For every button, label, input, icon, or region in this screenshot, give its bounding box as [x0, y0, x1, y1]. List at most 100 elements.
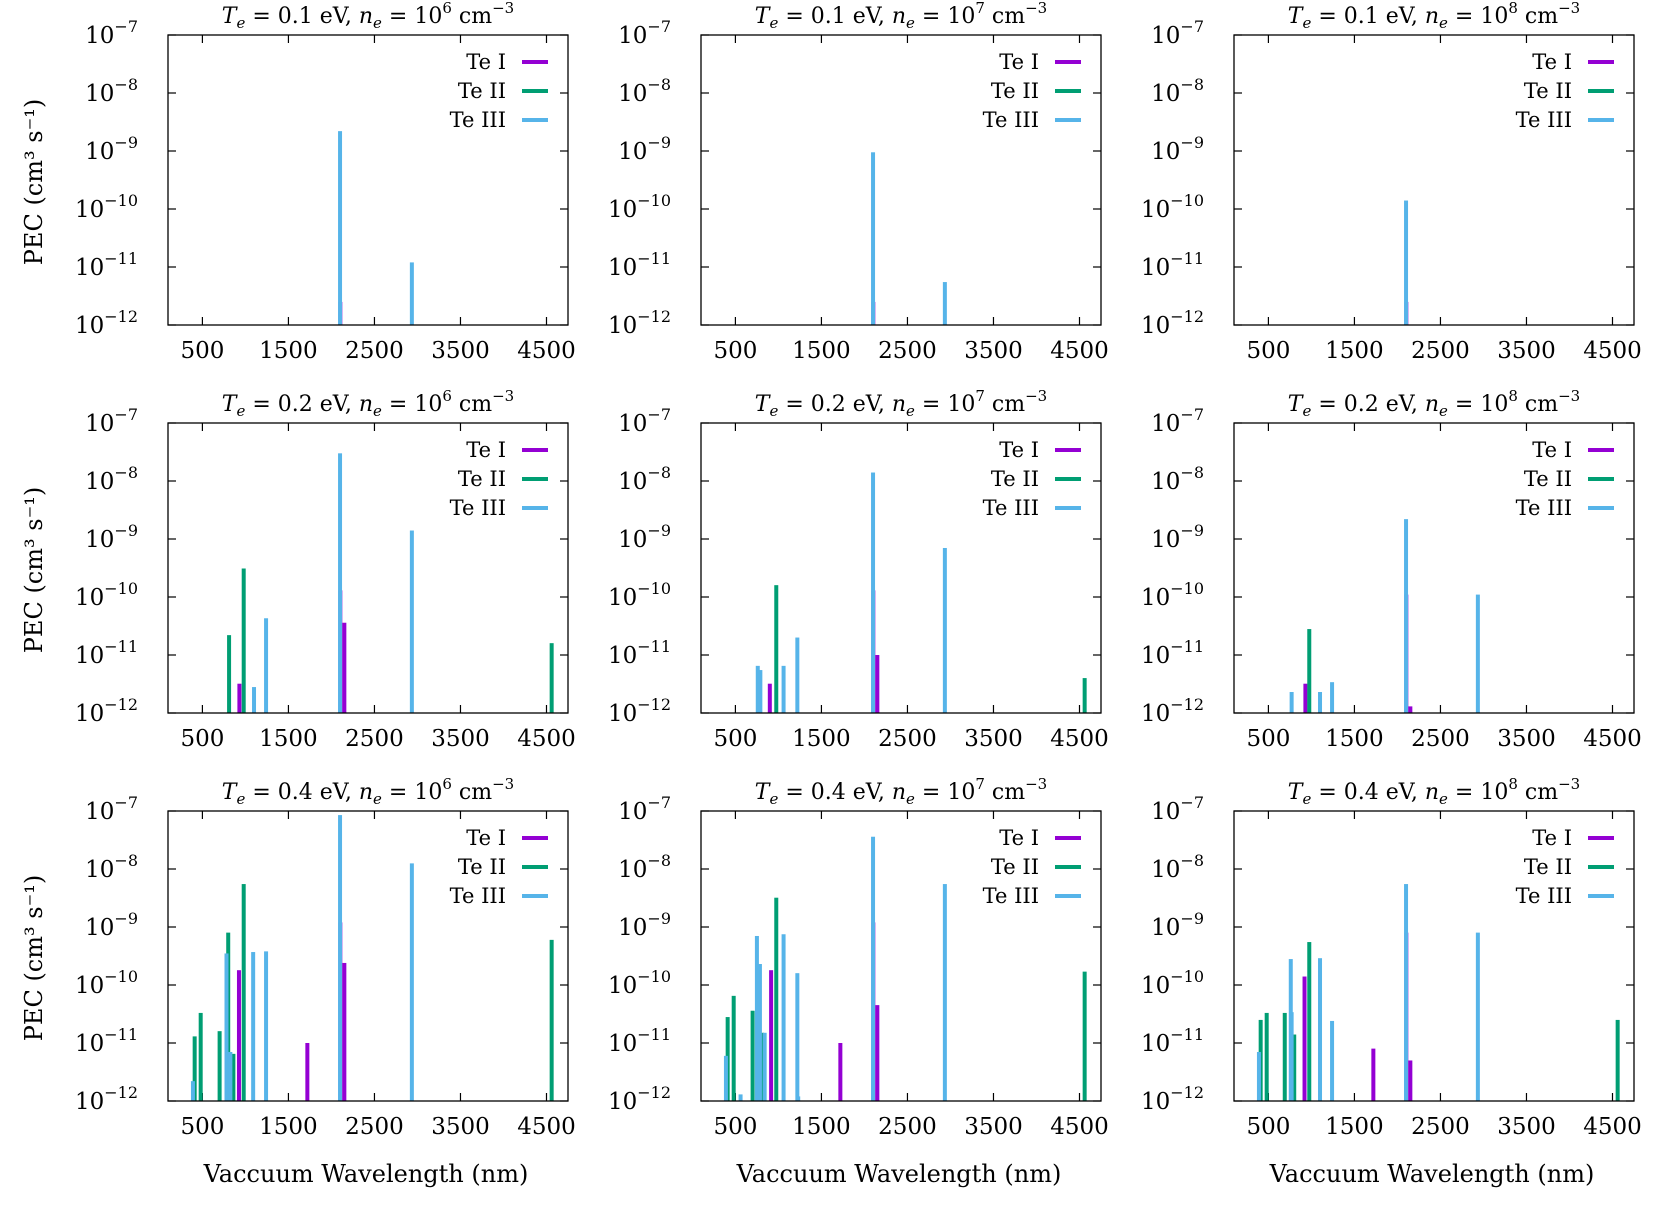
- y-axis-label-row-2: PEC (cm³ s⁻¹): [20, 487, 48, 653]
- panel-3-2-xtick-label: 500: [713, 1114, 757, 1140]
- panel-2-1-bar-te-i: [342, 622, 347, 713]
- panel-1-3-xtick-label: 3500: [1497, 338, 1556, 364]
- panel-2-3-bar-te-ii: [1307, 629, 1312, 713]
- panel-1-3-legend-label: Te I: [1532, 50, 1572, 74]
- panel-3-2-bar-te-i: [769, 970, 774, 1101]
- panel-2-3-ytick-label: 10−7: [1151, 405, 1204, 437]
- panel-1-2-legend-label: Te III: [983, 108, 1039, 132]
- panel-3-1-bar-te-iii: [264, 951, 269, 1101]
- panel-3-1-legend-label: Te III: [450, 884, 506, 908]
- panel-1-2-legend-label: Te I: [999, 50, 1039, 74]
- panel-2-2-frame: [700, 422, 1102, 714]
- panel-1-2-legend-label: Te II: [991, 79, 1039, 103]
- panel-1-2-ytick-label: 10−7: [618, 17, 671, 49]
- panel-2-3-ytick-label: 10−9: [1151, 521, 1204, 553]
- panel-3-1-ytick-label: 10−7: [85, 793, 138, 825]
- panel-2-3-ytick-label: 10−12: [1141, 695, 1204, 727]
- panel-3-2-bar-te-iii: [754, 935, 759, 1101]
- panel-1-2-xtick-label: 4500: [1050, 338, 1109, 364]
- panel-1-1-xtick-label: 3500: [431, 338, 490, 364]
- panel-3-1-xtick-label: 500: [180, 1114, 224, 1140]
- panel-2-1-xtick-label: 500: [180, 726, 224, 752]
- panel-3-1: Te = 0.4 eV, ne = 106 cm−3 10−7 10−8 10−9 10…: [75, 775, 576, 1140]
- panel-2-2-ytick-label: 10−12: [608, 695, 671, 727]
- panel-1-2-ytick-label: 10−10: [608, 191, 671, 223]
- panel-2-2-bar-te-iii: [758, 670, 763, 713]
- panel-1-3-xtick-label: 2500: [1411, 338, 1470, 364]
- panel-2-2-ytick-label: 10−8: [618, 463, 671, 495]
- panel-2-2-bar-te-iii: [755, 665, 760, 713]
- panel-2-1-bar-te-iii: [409, 530, 414, 713]
- panel-3-1-legend-label: Te I: [466, 826, 506, 850]
- panel-3-1-xtick-label: 4500: [517, 1114, 576, 1140]
- panel-3-2-xtick-label: 2500: [878, 1114, 937, 1140]
- panel-2-1-ytick-label: 10−11: [75, 637, 138, 669]
- panel-1-1-xtick-label: 1500: [259, 338, 318, 364]
- panel-1-1-xtick-label: 4500: [517, 338, 576, 364]
- panel-3-1-bar-te-iii: [228, 1051, 233, 1101]
- panel-3-2-bar-te-i: [838, 1043, 843, 1101]
- panel-3-2-bar-te-iii: [795, 973, 800, 1101]
- panel-1-3-ytick-label: 10−12: [1141, 307, 1204, 339]
- panel-3-3-bar-te-ii: [1615, 1019, 1620, 1101]
- panel-3-3-ytick-label: 10−10: [1141, 967, 1204, 999]
- panel-1-1-legend-label: Te I: [466, 50, 506, 74]
- panel-3-2-legend-label: Te II: [991, 855, 1039, 879]
- panel-2-3-legend-label: Te II: [1524, 467, 1572, 491]
- panel-2-3-title: Te = 0.2 eV, ne = 108 cm−3: [1288, 387, 1580, 420]
- panel-3-2: Te = 0.4 eV, ne = 107 cm−3 10−7 10−8 10−9 10…: [608, 775, 1109, 1140]
- panel-1-2-bar-te-iii: [871, 152, 876, 325]
- panel-1-3-ytick-label: 10−7: [1151, 17, 1204, 49]
- panel-2-2-legend-label: Te III: [983, 496, 1039, 520]
- panel-3-1-bar-te-ii: [231, 1053, 236, 1101]
- panel-2-1-ytick-label: 10−12: [75, 695, 138, 727]
- panel-3-3-legend-label: Te I: [1532, 826, 1572, 850]
- panel-1-1-xtick-label: 2500: [345, 338, 404, 364]
- panel-2-2-ytick-label: 10−9: [618, 521, 671, 553]
- panel-3-1-xtick-label: 1500: [259, 1114, 318, 1140]
- panel-3-1-bar-te-iii: [409, 863, 414, 1101]
- panel-3-2-bar-te-ii: [750, 1010, 755, 1101]
- panel-3-3-bar-te-ii: [1282, 1012, 1287, 1101]
- panel-2-1-bar-te-iii: [338, 453, 343, 713]
- panel-1-3: Te = 0.1 eV, ne = 108 cm−3 10−7 10−8 10−9 10…: [1141, 0, 1642, 364]
- panel-2-3-bar-te-iii: [1475, 594, 1480, 713]
- panel-3-3-bar-te-iii: [1330, 1020, 1335, 1101]
- panel-2-2-legend-label: Te I: [999, 438, 1039, 462]
- panel-3-1-bar-te-i: [305, 1043, 310, 1101]
- panel-3-3-xtick-label: 2500: [1411, 1114, 1470, 1140]
- panel-3-3-ytick-label: 10−11: [1141, 1025, 1204, 1057]
- panel-3-1-bar-te-i: [236, 970, 241, 1101]
- panel-3-2-ytick-label: 10−8: [618, 851, 671, 883]
- panel-3-1-bar-te-ii: [198, 1012, 203, 1101]
- panel-3-2-bar-te-iii: [871, 836, 876, 1101]
- panel-2-1-xtick-label: 4500: [517, 726, 576, 752]
- panel-2-1: Te = 0.2 eV, ne = 106 cm−3 10−7 10−8 10−9 10…: [75, 387, 576, 752]
- y-axis-label-row-1: PEC (cm³ s⁻¹): [20, 99, 48, 265]
- panel-3-1-bar-te-ii: [549, 939, 554, 1101]
- panel-1-2-xtick-label: 1500: [792, 338, 851, 364]
- panel-2-1-legend-label: Te I: [466, 438, 506, 462]
- panel-1-3-xtick-label: 4500: [1583, 338, 1642, 364]
- panel-1-2-ytick-label: 10−9: [618, 133, 671, 165]
- panel-2-1-bar-te-iii: [252, 687, 257, 713]
- panel-1-2-title: Te = 0.1 eV, ne = 107 cm−3: [755, 0, 1047, 32]
- panel-3-1-ytick-label: 10−12: [75, 1083, 138, 1115]
- panel-3-2-legend-label: Te I: [999, 826, 1039, 850]
- panel-3-3-xtick-label: 4500: [1583, 1114, 1642, 1140]
- panel-1-1-ytick-label: 10−7: [85, 17, 138, 49]
- panel-3-2-title: Te = 0.4 eV, ne = 107 cm−3: [755, 775, 1047, 808]
- panel-2-1-bar-te-ii: [227, 635, 232, 713]
- panel-3-3-legend-label: Te II: [1524, 855, 1572, 879]
- panel-1-2-ytick-label: 10−12: [608, 307, 671, 339]
- panel-2-1-xtick-label: 3500: [431, 726, 490, 752]
- panel-2-2: Te = 0.2 eV, ne = 107 cm−3 10−7 10−8 10−9 10…: [608, 387, 1109, 752]
- panel-3-3-ytick-label: 10−9: [1151, 909, 1204, 941]
- panel-3-1-bar-te-ii: [241, 884, 246, 1101]
- panel-2-2-bar-te-i: [767, 683, 772, 713]
- panel-3-2-bar-te-iii: [796, 1096, 801, 1101]
- panel-3-3-xtick-label: 1500: [1325, 1114, 1384, 1140]
- panel-2-2-xtick-label: 3500: [964, 726, 1023, 752]
- panel-3-3-bar-te-iii: [1404, 884, 1409, 1101]
